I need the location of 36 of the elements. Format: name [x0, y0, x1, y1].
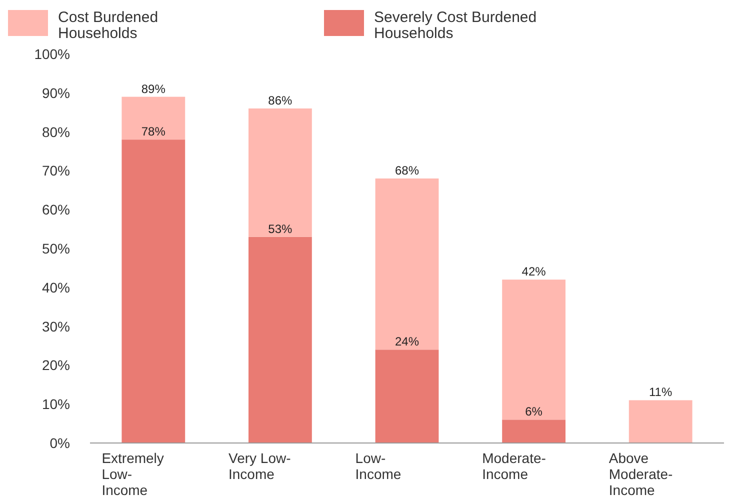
total-label: 68% [394, 163, 420, 178]
bar [248, 236, 312, 443]
data-label: 6% [525, 404, 543, 419]
total-label: 42% [522, 264, 546, 279]
y-tick-label: 40% [42, 279, 70, 296]
y-tick-label: 20% [42, 357, 70, 374]
legend-label: Cost Burdened Households [58, 9, 158, 42]
total-label: 89% [141, 82, 166, 96]
bar [248, 108, 312, 237]
bar [502, 280, 566, 420]
y-tick-label: 100% [34, 46, 70, 62]
bar [122, 140, 186, 443]
x-tick-label: Very Low-Income [228, 450, 292, 482]
bar [375, 350, 439, 443]
bar [375, 178, 439, 350]
legend-label: Severely Cost Burdened Households [374, 9, 537, 42]
data-label: 53% [268, 222, 293, 236]
y-tick-label: 30% [42, 318, 70, 334]
total-label: 11% [649, 385, 672, 400]
y-tick-label: 70% [42, 162, 70, 179]
bar [122, 96, 186, 140]
bar [628, 400, 692, 443]
y-tick-label: 10% [42, 396, 70, 412]
x-tick-label: Moderate-Income [482, 450, 546, 482]
y-tick-label: 50% [42, 240, 70, 256]
total-label: 86% [268, 93, 293, 108]
y-tick-label: 90% [42, 84, 70, 101]
data-label: 78% [141, 124, 166, 139]
x-tick-label: Extremely Low-Income [102, 450, 164, 498]
data-label: 24% [394, 334, 420, 349]
y-tick-label: 60% [42, 202, 70, 218]
x-tick-label: Low-Income [355, 450, 402, 482]
y-tick-label: 0% [50, 435, 70, 451]
y-tick-label: 80% [42, 124, 70, 140]
bar [502, 420, 566, 443]
x-tick-label: Above Moderate-Income [608, 450, 674, 498]
